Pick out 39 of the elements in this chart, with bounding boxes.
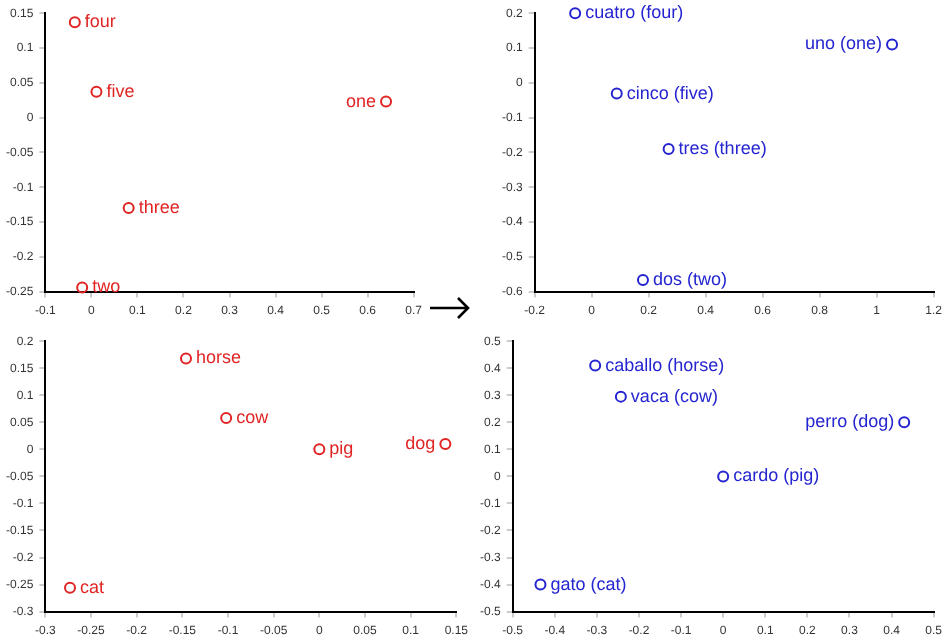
annotation: caballo (horse) xyxy=(605,354,725,375)
point xyxy=(614,390,627,403)
annotation: cuatro (four) xyxy=(585,2,684,23)
annotation: one xyxy=(345,90,377,111)
annotation: gato (cat) xyxy=(550,573,627,594)
point xyxy=(589,359,602,372)
point xyxy=(569,7,582,20)
point xyxy=(180,352,192,365)
annotation: perro (dog) xyxy=(805,411,895,432)
point xyxy=(636,274,649,287)
point xyxy=(220,411,233,424)
annotation: four xyxy=(84,11,116,32)
point xyxy=(610,87,623,100)
annotation: cow xyxy=(236,406,270,427)
annotation: pig xyxy=(329,438,354,459)
point xyxy=(439,437,452,450)
annotation: cinco (five) xyxy=(626,82,714,103)
annotation: dos (two) xyxy=(652,269,727,290)
point xyxy=(662,142,675,155)
annotation: uno (one) xyxy=(804,33,883,54)
point xyxy=(898,416,911,429)
point xyxy=(313,443,326,456)
annotation: horse xyxy=(195,347,242,368)
point xyxy=(68,16,81,29)
point xyxy=(380,95,393,108)
point xyxy=(90,85,103,98)
annotation: cat xyxy=(80,576,106,597)
point xyxy=(76,281,89,294)
point xyxy=(122,202,135,215)
annotation: tres (three) xyxy=(678,137,767,158)
annotation: dog xyxy=(405,432,436,453)
point xyxy=(886,38,899,51)
annotation: cardo (pig) xyxy=(733,465,820,486)
point xyxy=(534,578,547,591)
point xyxy=(64,581,77,594)
annotation: vaca (cow) xyxy=(630,385,718,406)
annotation: three xyxy=(138,197,180,218)
annotation: five xyxy=(106,80,135,101)
point xyxy=(717,470,730,483)
